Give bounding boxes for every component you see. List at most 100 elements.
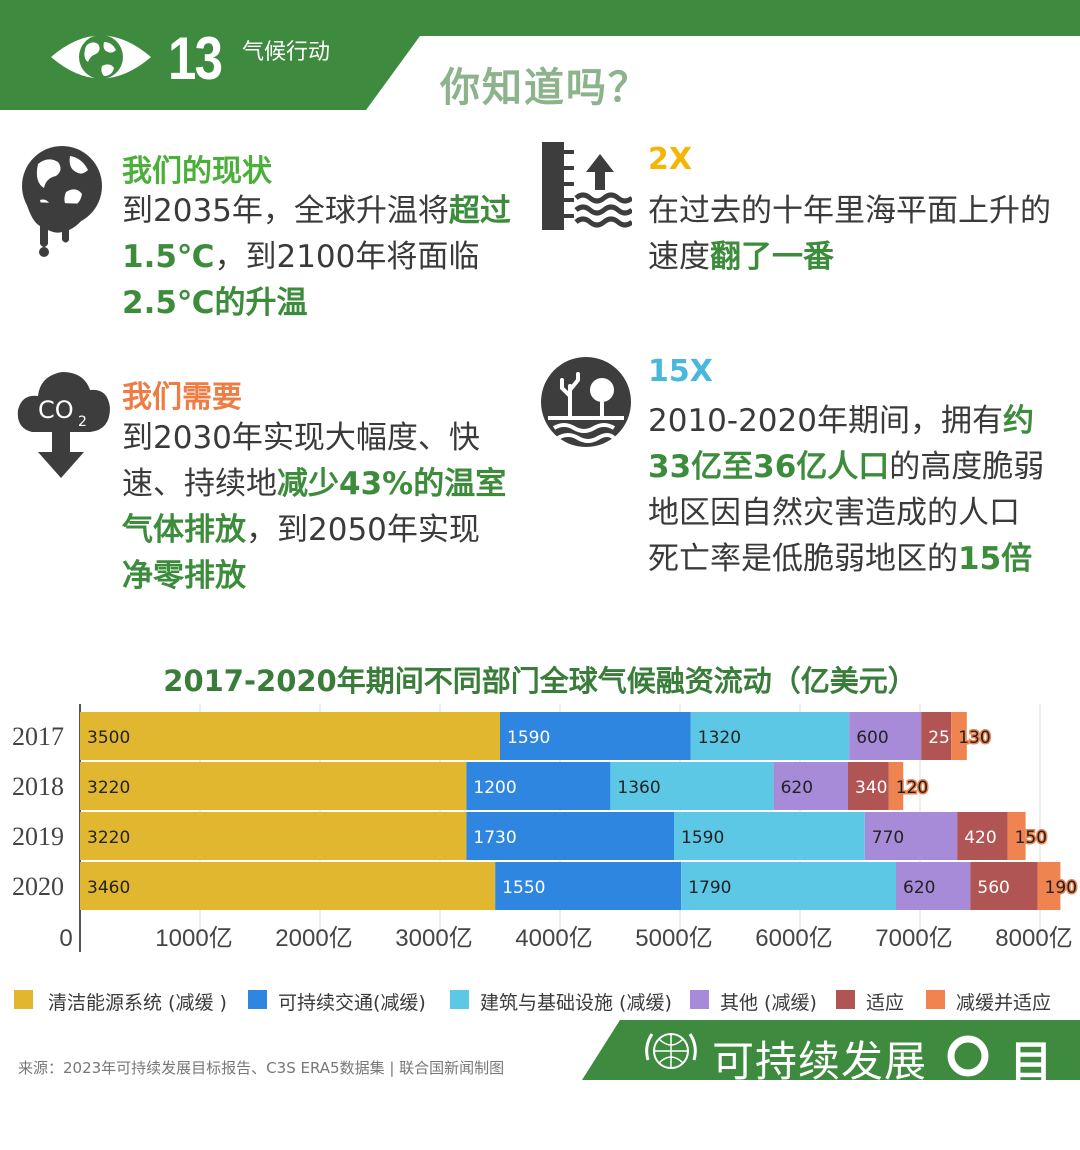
data-label: 420 bbox=[964, 828, 996, 848]
fact-segment: ，到2100年将面临 bbox=[214, 239, 480, 275]
fact-segment: 速、持续地 bbox=[122, 466, 277, 502]
svg-text:CO: CO bbox=[38, 396, 74, 424]
fact-line: 2010-2020年期间，拥有约 bbox=[648, 398, 1044, 444]
melting-globe-icon bbox=[22, 146, 102, 257]
header-banner: 13 气候行动 你知道吗？ bbox=[0, 0, 1080, 111]
bar-segment bbox=[970, 862, 1038, 910]
fact-segment: 到2030年实现大幅度、快 bbox=[122, 420, 480, 456]
legend-swatch bbox=[836, 990, 855, 1009]
x-tick-label: 3000亿 bbox=[395, 925, 472, 952]
data-label: 1360 bbox=[617, 778, 660, 798]
fact-segment: 死亡率是低脆弱地区的 bbox=[648, 541, 958, 577]
x-tick-label: 6000亿 bbox=[755, 925, 832, 952]
fact-line: 净零排放 bbox=[122, 553, 506, 599]
fact-highlight: 超过 bbox=[448, 193, 511, 229]
bar-segment bbox=[80, 812, 467, 860]
data-label: 1590 bbox=[681, 828, 724, 848]
fact-segment: 的高度脆弱 bbox=[889, 449, 1045, 485]
legend-swatch bbox=[14, 990, 33, 1009]
y-tick-label: 2017 bbox=[12, 722, 64, 751]
x-tick-label: 5000亿 bbox=[635, 925, 712, 952]
data-label: 340 bbox=[855, 778, 887, 798]
bar-segment bbox=[849, 712, 922, 760]
data-label: 130 bbox=[958, 728, 990, 748]
fact-highlight: 33亿至36亿人口 bbox=[648, 449, 890, 485]
bar-segment bbox=[888, 762, 904, 810]
fact-highlight: 1.5℃ bbox=[122, 239, 215, 275]
goal-number: 13 bbox=[168, 25, 223, 92]
sdg-label-target: 目标 bbox=[1010, 1037, 1053, 1147]
sdg-wheel-icon bbox=[947, 1035, 989, 1077]
fact-highlight: 约 bbox=[1002, 403, 1034, 439]
fact-highlight: 15倍 bbox=[958, 541, 1033, 577]
bar-segment bbox=[773, 762, 848, 810]
fact-text-sea-level: 在过去的十年里海平面上升的 速度翻了一番 bbox=[648, 188, 1051, 280]
bar-segment bbox=[466, 762, 611, 810]
fact-segment: 到2035年，全球升温将 bbox=[122, 193, 449, 229]
fact-line: 速度翻了一番 bbox=[648, 234, 1051, 280]
fact-line: 地区因自然灾害造成的人口 bbox=[648, 490, 1044, 536]
legend-swatch bbox=[926, 990, 945, 1009]
bar-segment bbox=[1007, 812, 1026, 860]
bar-segment bbox=[466, 812, 674, 860]
y-tick-label: 2020 bbox=[12, 872, 64, 901]
fact-segment: 2010-2020年期间，拥有 bbox=[648, 403, 1003, 439]
legend-label: 清洁能源系统 (减缓 ) bbox=[48, 992, 227, 1014]
bar-segment bbox=[896, 862, 971, 910]
x-tick-label: 1000亿 bbox=[155, 925, 232, 952]
bar-segment bbox=[957, 812, 1008, 860]
bar-segment bbox=[674, 812, 865, 860]
disaster-tree-icon bbox=[541, 357, 631, 447]
bar-segment bbox=[80, 862, 496, 910]
bar-segment bbox=[848, 762, 889, 810]
fact-text-vulnerable: 2010-2020年期间，拥有约 33亿至36亿人口的高度脆弱地区因自然灾害造成的… bbox=[648, 398, 1044, 582]
bar-segment bbox=[681, 862, 896, 910]
fact-highlight: 净零排放 bbox=[122, 558, 246, 594]
legend-label: 其他 (减缓) bbox=[720, 992, 817, 1014]
data-label: 190 bbox=[1045, 878, 1077, 898]
header-background bbox=[0, 0, 1080, 110]
data-label: 1790 bbox=[688, 878, 731, 898]
fact-line: 在过去的十年里海平面上升的 bbox=[648, 188, 1051, 234]
stacked-bar-chart: 0 1000亿 2000亿 3000亿 4000亿 5000亿 6000亿 7000亿 8000… bbox=[12, 704, 1079, 952]
bar-segment bbox=[690, 712, 850, 760]
bar-segment bbox=[80, 712, 500, 760]
data-label: 3220 bbox=[87, 778, 130, 798]
bar-segment bbox=[864, 812, 958, 860]
fact-highlight: 减少43%的温室 bbox=[277, 466, 507, 502]
bar-segment bbox=[500, 712, 691, 760]
data-label: 1590 bbox=[507, 728, 550, 748]
data-label: 560 bbox=[977, 878, 1009, 898]
y-tick-label: 2018 bbox=[12, 772, 64, 801]
data-label: 1320 bbox=[698, 728, 741, 748]
legend-swatch bbox=[450, 990, 469, 1009]
goal-name: 气候行动 bbox=[242, 40, 331, 65]
fact-segment: 速度 bbox=[648, 239, 710, 275]
data-label: 620 bbox=[781, 778, 813, 798]
page-title: 你知道吗？ bbox=[440, 65, 650, 111]
fact-line: 2.5℃的升温 bbox=[122, 280, 511, 326]
bar-segment bbox=[1037, 862, 1061, 910]
data-label: 600 bbox=[856, 728, 888, 748]
fact-line: 1.5℃，到2100年将面临 bbox=[122, 234, 511, 280]
data-label: 3460 bbox=[87, 878, 130, 898]
fact-segment: 地区因自然灾害造成的人口 bbox=[648, 495, 1020, 531]
fact-highlight: 2.5℃的升温 bbox=[122, 285, 308, 321]
fact-segment: 在过去的十年里海平面上升的 bbox=[648, 193, 1051, 229]
co2-cloud-icon: CO 2 bbox=[17, 372, 110, 478]
fact-highlight: 翻了一番 bbox=[710, 239, 834, 275]
fact-heading-needs: 我们需要 bbox=[122, 380, 242, 415]
x-tick-label: 8000亿 bbox=[995, 925, 1072, 952]
data-label: 620 bbox=[903, 878, 935, 898]
data-label: 1730 bbox=[473, 828, 516, 848]
svg-text:2: 2 bbox=[78, 414, 87, 430]
fact-line: 速、持续地减少43%的温室 bbox=[122, 461, 506, 507]
sdg-label: 可持续发展 bbox=[712, 1037, 928, 1086]
fact-line: 到2030年实现大幅度、快 bbox=[122, 415, 506, 461]
data-label: 3220 bbox=[87, 828, 130, 848]
data-label: 3500 bbox=[87, 728, 130, 748]
bar-segment bbox=[610, 762, 774, 810]
eye-globe-icon bbox=[51, 35, 151, 79]
data-label: 150 bbox=[1015, 828, 1047, 848]
x-tick-label: 7000亿 bbox=[875, 925, 952, 952]
